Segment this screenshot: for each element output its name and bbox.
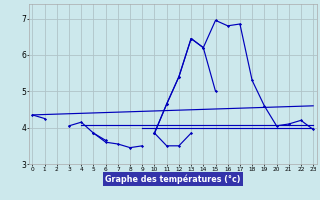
X-axis label: Graphe des températures (°c): Graphe des températures (°c) (105, 175, 241, 184)
